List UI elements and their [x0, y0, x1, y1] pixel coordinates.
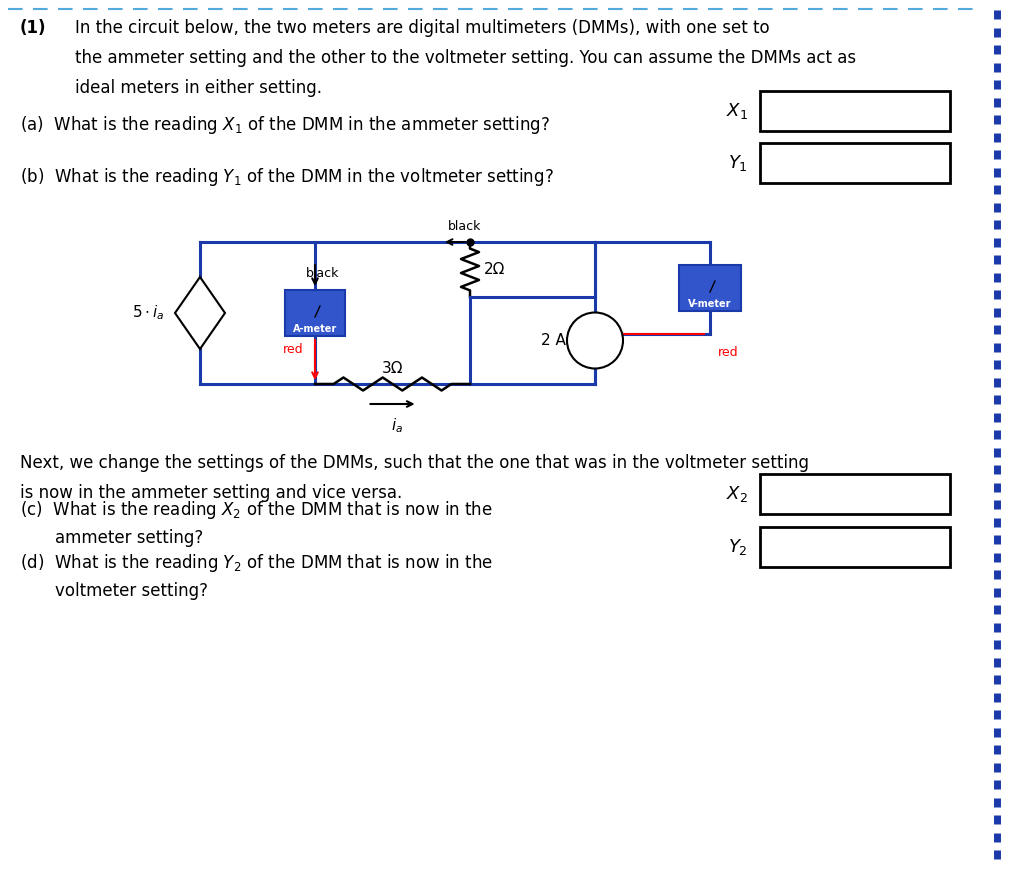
Text: $Y_2$: $Y_2$ [728, 537, 748, 557]
Text: In the circuit below, the two meters are digital multimeters (DMMs), with one se: In the circuit below, the two meters are… [75, 19, 770, 37]
Text: the ammeter setting and the other to the voltmeter setting. You can assume the D: the ammeter setting and the other to the… [75, 49, 856, 67]
Text: 2Ω: 2Ω [484, 262, 506, 277]
Text: ammeter setting?: ammeter setting? [55, 529, 203, 547]
Text: ideal meters in either setting.: ideal meters in either setting. [75, 79, 322, 97]
FancyBboxPatch shape [760, 143, 950, 183]
Text: is now in the ammeter setting and vice versa.: is now in the ammeter setting and vice v… [20, 484, 402, 502]
Circle shape [567, 313, 623, 369]
FancyBboxPatch shape [285, 290, 345, 336]
Text: (1): (1) [20, 19, 46, 37]
FancyBboxPatch shape [760, 91, 950, 131]
Text: voltmeter setting?: voltmeter setting? [55, 582, 208, 600]
Text: A-meter: A-meter [293, 324, 337, 334]
Text: $X_1$: $X_1$ [726, 101, 748, 121]
Text: red: red [718, 346, 738, 359]
Text: (c)  What is the reading $X_2$ of the DMM that is now in the: (c) What is the reading $X_2$ of the DMM… [20, 499, 493, 521]
Text: (a)  What is the reading $X_1$ of the DMM in the ammeter setting?: (a) What is the reading $X_1$ of the DMM… [20, 114, 550, 136]
Text: (b)  What is the reading $Y_1$ of the DMM in the voltmeter setting?: (b) What is the reading $Y_1$ of the DMM… [20, 166, 554, 188]
Text: V-meter: V-meter [688, 299, 732, 309]
Text: $i_a$: $i_a$ [391, 416, 403, 435]
Polygon shape [175, 277, 225, 349]
Text: red: red [283, 343, 303, 356]
Text: black: black [449, 220, 481, 233]
Text: 3Ω: 3Ω [382, 361, 403, 376]
Text: $X_2$: $X_2$ [726, 484, 748, 504]
FancyBboxPatch shape [760, 527, 950, 567]
FancyBboxPatch shape [679, 265, 741, 311]
Text: $5 \cdot i_a$: $5 \cdot i_a$ [132, 303, 164, 323]
Text: Next, we change the settings of the DMMs, such that the one that was in the volt: Next, we change the settings of the DMMs… [20, 454, 809, 472]
Text: 2 A: 2 A [541, 333, 565, 348]
Text: $Y_1$: $Y_1$ [728, 153, 748, 173]
FancyBboxPatch shape [760, 474, 950, 514]
Text: black: black [306, 267, 340, 280]
Text: (d)  What is the reading $Y_2$ of the DMM that is now in the: (d) What is the reading $Y_2$ of the DMM… [20, 552, 493, 574]
